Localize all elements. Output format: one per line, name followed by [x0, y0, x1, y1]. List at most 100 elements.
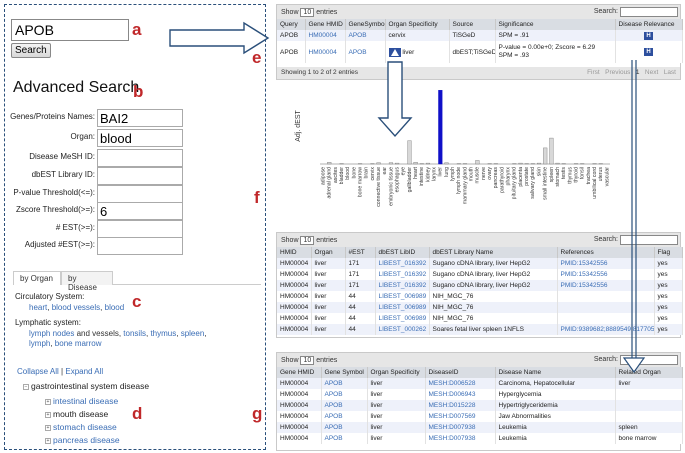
- table-cell[interactable]: [557, 291, 655, 302]
- column-header[interactable]: Disease Relevance: [615, 19, 683, 30]
- cell-disease-relevance[interactable]: H: [615, 30, 683, 41]
- expand-icon[interactable]: +: [45, 398, 51, 405]
- table-cell[interactable]: LIBEST_000262: [375, 324, 430, 335]
- column-header[interactable]: Significance: [495, 19, 616, 30]
- table-cell[interactable]: MESH:D007569: [425, 411, 496, 422]
- quick-search-input[interactable]: [11, 19, 129, 41]
- table-cell[interactable]: APOB: [321, 422, 368, 433]
- table-cell[interactable]: PMID:15342556: [557, 269, 655, 280]
- column-header[interactable]: Flag: [654, 247, 683, 258]
- disease-relevance-icon[interactable]: H: [644, 31, 653, 40]
- table-cell[interactable]: MESH:D007938: [425, 422, 496, 433]
- expand-icon[interactable]: +: [45, 411, 51, 418]
- organ-link-lymph-nodes[interactable]: lymph nodes: [29, 329, 75, 338]
- table-cell[interactable]: [557, 313, 655, 324]
- table-cell[interactable]: MESH:D007938: [425, 433, 496, 444]
- column-header[interactable]: Disease Name: [495, 367, 616, 378]
- table-row[interactable]: HM00004 APOB liver MESH:D007938 Leukemia sple…: [277, 422, 683, 433]
- column-header[interactable]: Organ: [311, 247, 346, 258]
- pager-next[interactable]: Next: [644, 69, 659, 76]
- expand-icon[interactable]: +: [45, 424, 51, 431]
- table-cell[interactable]: MESH:D006943: [425, 389, 496, 400]
- table-cell[interactable]: PMID:15342556: [557, 258, 655, 269]
- table-cell[interactable]: APOB: [321, 378, 368, 389]
- organ-link-blood-vessels[interactable]: blood vessels: [51, 303, 101, 312]
- table-row[interactable]: HM00004 liver 171 LIBEST_016392 Sugano cDNA …: [277, 258, 683, 269]
- table-cell[interactable]: APOB: [321, 411, 368, 422]
- column-header[interactable]: #EST: [345, 247, 376, 258]
- collapse-all-link[interactable]: Collapse All: [17, 367, 59, 376]
- form-field-input[interactable]: [97, 149, 183, 167]
- column-header[interactable]: GeneSymbol: [345, 19, 386, 30]
- table-cell[interactable]: LIBEST_016392: [375, 280, 430, 291]
- entries-select[interactable]: 10: [300, 236, 315, 245]
- search-button[interactable]: Search: [11, 43, 51, 58]
- table-cell[interactable]: LIBEST_006989: [375, 302, 430, 313]
- tree-node-pancreas[interactable]: + pancreas disease: [45, 435, 120, 445]
- organ-link-bone-marrow[interactable]: bone marrow: [54, 339, 102, 348]
- organ-link-thymus[interactable]: thymus: [150, 329, 177, 338]
- pager-page[interactable]: 1: [635, 69, 640, 76]
- cell-symbol[interactable]: APOB: [345, 30, 386, 41]
- cell-disease-relevance[interactable]: H: [615, 41, 683, 63]
- table-search-input[interactable]: [620, 7, 678, 17]
- form-field-input[interactable]: 6: [97, 202, 183, 220]
- expand-icon[interactable]: +: [45, 437, 51, 444]
- tree-root-node[interactable]: − gastrointestinal system disease: [23, 381, 150, 391]
- table-cell[interactable]: PMID:9389682;8889549;8177057: [557, 324, 655, 335]
- form-field-input[interactable]: BAI2: [97, 109, 183, 127]
- table-cell[interactable]: LIBEST_006989: [375, 291, 430, 302]
- entries-select[interactable]: 10: [300, 356, 315, 365]
- column-header[interactable]: Query: [277, 19, 306, 30]
- organ-link-blood[interactable]: blood: [104, 303, 125, 312]
- cell-hmid[interactable]: HM00004: [305, 41, 346, 63]
- table-cell[interactable]: LIBEST_016392: [375, 269, 430, 280]
- table-row[interactable]: HM00004 liver 171 LIBEST_016392 Sugano cDNA …: [277, 269, 683, 280]
- pager-previous[interactable]: Previous: [605, 69, 631, 76]
- organ-link-lymph[interactable]: lymph: [29, 339, 51, 348]
- column-header[interactable]: Related Organ: [615, 367, 683, 378]
- table-row[interactable]: HM00004 APOB liver MESH:D015228 Hypertriglyc…: [277, 400, 683, 411]
- column-header[interactable]: Gene HMID: [305, 19, 346, 30]
- column-header[interactable]: Source: [449, 19, 496, 30]
- column-header[interactable]: dbEST Library Name: [429, 247, 558, 258]
- table-row[interactable]: HM00004 APOB liver MESH:D007569 Jaw Abnormal…: [277, 411, 683, 422]
- form-field-input[interactable]: [97, 185, 183, 203]
- table-cell[interactable]: MESH:D015228: [425, 400, 496, 411]
- column-header[interactable]: Organ Specificity: [385, 19, 450, 30]
- tab-by-organ[interactable]: by Organ: [13, 271, 61, 285]
- table-row[interactable]: APOB HM00004 APOB cervix TiSGeD SPM = .9…: [277, 30, 683, 41]
- column-header[interactable]: HMID: [277, 247, 312, 258]
- table-row[interactable]: HM00004 liver 44 LIBEST_006989 NIH_MGC_76 yes: [277, 291, 683, 302]
- form-field-input[interactable]: [97, 167, 183, 185]
- tree-node-intestinal[interactable]: + intestinal disease: [45, 396, 119, 406]
- table-row[interactable]: HM00004 liver 44 LIBEST_000262 Soares fetal …: [277, 324, 683, 335]
- table-search-input[interactable]: [620, 235, 678, 245]
- form-field-input[interactable]: [97, 220, 183, 238]
- table-row[interactable]: HM00004 APOB liver MESH:D006528 Carcinoma, H…: [277, 378, 683, 389]
- table-row[interactable]: HM00004 liver 171 LIBEST_016392 Sugano cDNA …: [277, 280, 683, 291]
- table-cell[interactable]: APOB: [321, 389, 368, 400]
- tree-node-mouth[interactable]: + mouth disease: [45, 409, 109, 419]
- table-row[interactable]: APOB HM00004 APOB liver dbEST;TiSGeD P-v…: [277, 41, 683, 63]
- cell-hmid[interactable]: HM00004: [305, 30, 346, 41]
- column-header[interactable]: Organ Specificity: [367, 367, 426, 378]
- table-row[interactable]: HM00004 APOB liver MESH:D007938 Leukemia bone…: [277, 433, 683, 444]
- column-header[interactable]: References: [557, 247, 655, 258]
- tab-by-disease[interactable]: by Disease: [61, 271, 113, 292]
- column-header[interactable]: DiseaseID: [425, 367, 496, 378]
- table-cell[interactable]: MESH:D006528: [425, 378, 496, 389]
- column-header[interactable]: Gene HMID: [277, 367, 322, 378]
- pager-last[interactable]: Last: [663, 69, 676, 76]
- table-cell[interactable]: LIBEST_016392: [375, 258, 430, 269]
- pager-first[interactable]: First: [587, 69, 600, 76]
- table-row[interactable]: HM00004 APOB liver MESH:D006943 Hyperglycemi…: [277, 389, 683, 400]
- table-cell[interactable]: [557, 302, 655, 313]
- form-field-input[interactable]: [97, 237, 183, 255]
- organ-link-spleen[interactable]: spleen: [180, 329, 205, 338]
- table-row[interactable]: HM00004 liver 44 LIBEST_006989 NIH_MGC_76 yes: [277, 302, 683, 313]
- cell-symbol[interactable]: APOB: [345, 41, 386, 63]
- tree-node-stomach[interactable]: + stomach disease: [45, 422, 117, 432]
- table-search-input[interactable]: [620, 355, 678, 365]
- organ-link-tonsils[interactable]: tonsils: [123, 329, 146, 338]
